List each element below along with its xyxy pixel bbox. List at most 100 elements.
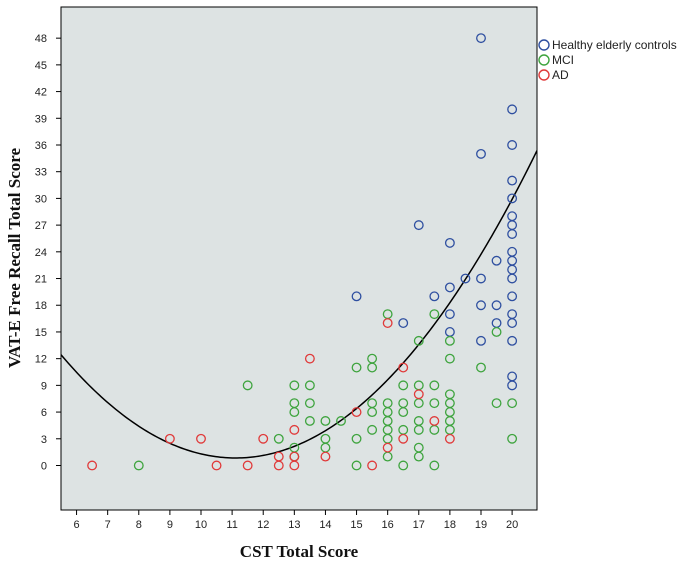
- point-mci: [273, 433, 284, 444]
- point-mci: [304, 380, 315, 391]
- point-mci: [304, 398, 315, 409]
- point-ad: [164, 433, 175, 444]
- point-ad: [413, 389, 424, 400]
- y-tick-label: 21: [35, 274, 47, 286]
- legend-label-healthy-elderly-controls: Healthy elderly controls: [552, 38, 677, 52]
- point-healthy-elderly-controls: [351, 291, 362, 302]
- point-healthy-elderly-controls: [507, 193, 518, 204]
- point-ad: [398, 362, 409, 373]
- point-healthy-elderly-controls: [476, 148, 486, 159]
- point-healthy-elderly-controls: [507, 380, 518, 391]
- point-mci: [367, 424, 378, 435]
- y-tick-label: 48: [35, 33, 47, 45]
- point-ad: [429, 416, 440, 426]
- point-healthy-elderly-controls: [491, 255, 502, 266]
- point-ad: [444, 433, 455, 444]
- point-ad: [351, 407, 362, 418]
- y-tick-label: 18: [35, 300, 47, 312]
- point-mci: [367, 407, 378, 418]
- y-tick-label: 30: [35, 193, 47, 205]
- point-healthy-elderly-controls: [507, 273, 518, 284]
- point-mci: [476, 362, 486, 373]
- x-tick-label: 13: [288, 519, 300, 531]
- point-mci: [242, 380, 253, 391]
- point-mci: [367, 362, 378, 373]
- plot-area: [60, 6, 538, 511]
- x-tick-label: 8: [136, 519, 142, 531]
- legend-marker-mci: [538, 54, 550, 66]
- y-tick-label: 3: [41, 434, 47, 446]
- point-mci: [507, 433, 518, 444]
- point-mci: [351, 362, 362, 373]
- point-healthy-elderly-controls: [476, 335, 486, 346]
- x-tick-label: 12: [257, 519, 269, 531]
- point-healthy-elderly-controls: [476, 33, 486, 44]
- point-mci: [429, 460, 440, 471]
- point-ad: [196, 433, 206, 444]
- point-healthy-elderly-controls: [444, 237, 455, 248]
- point-ad: [320, 451, 331, 462]
- y-tick-label: 15: [35, 327, 47, 339]
- point-healthy-elderly-controls: [444, 282, 455, 293]
- point-ad: [273, 460, 284, 471]
- point-mci: [429, 398, 440, 409]
- point-mci: [398, 460, 409, 471]
- y-tick-label: 24: [35, 247, 47, 259]
- point-ad: [258, 433, 269, 444]
- point-healthy-elderly-controls: [507, 335, 518, 346]
- point-ad: [367, 460, 378, 471]
- point-mci: [444, 335, 455, 346]
- legend-label-mci: MCI: [552, 53, 574, 67]
- legend-marker-healthy-elderly-controls: [538, 39, 550, 51]
- legend-label-ad: AD: [552, 68, 569, 82]
- point-healthy-elderly-controls: [476, 300, 486, 311]
- point-mci: [413, 451, 424, 462]
- point-mci: [304, 416, 315, 426]
- point-healthy-elderly-controls: [507, 140, 518, 150]
- point-ad: [304, 353, 315, 364]
- point-healthy-elderly-controls: [507, 229, 518, 239]
- y-tick-label: 33: [35, 167, 47, 179]
- point-healthy-elderly-controls: [398, 318, 409, 328]
- point-healthy-elderly-controls: [476, 273, 486, 284]
- point-healthy-elderly-controls: [444, 309, 455, 320]
- y-tick-label: 6: [41, 407, 47, 419]
- x-axis-title: CST Total Score: [240, 542, 359, 561]
- point-healthy-elderly-controls: [507, 104, 518, 115]
- x-tick-label: 20: [506, 519, 518, 531]
- y-tick-label: 45: [35, 60, 47, 72]
- point-mci: [289, 407, 300, 418]
- y-tick-label: 39: [35, 113, 47, 125]
- x-tick-label: 14: [319, 519, 331, 531]
- point-mci: [289, 380, 300, 391]
- point-mci: [336, 416, 346, 426]
- y-tick-label: 27: [35, 220, 47, 232]
- point-mci: [429, 380, 440, 391]
- y-tick-label: 0: [41, 460, 47, 472]
- point-mci: [351, 433, 362, 444]
- y-axis-title: VAT-E Free Recall Total Score: [5, 148, 24, 369]
- point-mci: [444, 353, 455, 364]
- point-mci: [507, 398, 518, 409]
- point-mci: [413, 424, 424, 435]
- point-mci: [351, 460, 362, 471]
- x-tick-label: 6: [73, 519, 79, 531]
- point-healthy-elderly-controls: [507, 291, 518, 302]
- y-tick-label: 36: [35, 140, 47, 152]
- x-tick-label: 17: [413, 519, 425, 531]
- x-tick-label: 16: [382, 519, 394, 531]
- point-healthy-elderly-controls: [507, 175, 518, 186]
- point-ad: [398, 433, 409, 444]
- point-ad: [289, 460, 300, 471]
- point-ad: [211, 460, 222, 471]
- legend-marker-ad: [538, 69, 550, 81]
- point-healthy-elderly-controls: [429, 291, 440, 302]
- x-tick-label: 11: [226, 519, 237, 531]
- point-ad: [242, 460, 253, 471]
- point-healthy-elderly-controls: [413, 220, 424, 231]
- fit-curve: [61, 150, 537, 459]
- point-healthy-elderly-controls: [491, 300, 502, 311]
- point-mci: [491, 326, 502, 337]
